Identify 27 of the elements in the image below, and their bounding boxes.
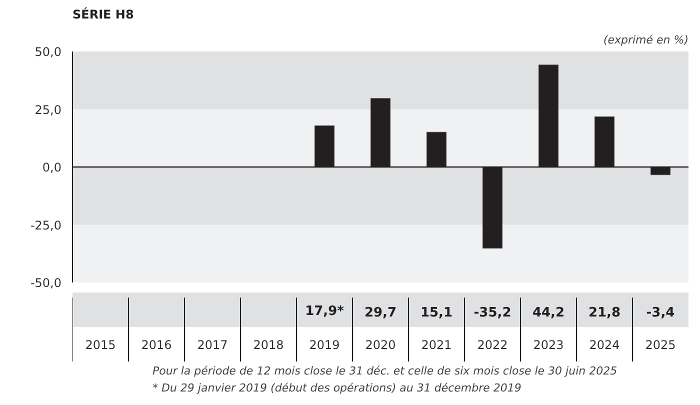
x-tick-label: 2020 [365, 338, 396, 352]
data-label: 15,1 [420, 305, 453, 320]
data-label: -3,4 [646, 305, 675, 320]
y-tick-label: -25,0 [30, 218, 62, 232]
data-label: 17,9* [305, 304, 344, 319]
x-tick-label: 2022 [477, 338, 508, 352]
x-tick-label: 2016 [141, 338, 172, 352]
x-tick-label: 2018 [253, 338, 284, 352]
x-tick-label: 2017 [197, 338, 228, 352]
text: * Du 29 janvier 2019 (début des opérations) au 31 décembre 2019 [152, 382, 522, 394]
data-label: -35,2 [474, 305, 512, 320]
y-tick-label: 50,0 [34, 45, 62, 59]
text: Pour la période de 12 mois close le 31 déc. et celle de six mois close le 30 juin 2025 [152, 364, 618, 378]
x-tick-label: 2021 [421, 338, 452, 352]
x-tick-label: 2019 [309, 338, 340, 352]
y-tick-label: 0,0 [42, 160, 62, 174]
x-tick-label: 2025 [645, 338, 676, 352]
x-tick-label: 2024 [589, 338, 620, 352]
y-tick-label: -50,0 [30, 276, 62, 290]
x-tick-label: 2015 [85, 338, 116, 352]
chart-subtitle: (exprimé en %) [603, 34, 689, 46]
x-tick-label: 2023 [533, 338, 564, 352]
data-label: 29,7 [364, 305, 397, 320]
y-tick-label: 25,0 [34, 102, 62, 117]
data-label: 44,2 [532, 305, 565, 320]
data-label: 21,8 [588, 305, 621, 320]
chart-title: SÉRIE H8 [72, 6, 134, 22]
